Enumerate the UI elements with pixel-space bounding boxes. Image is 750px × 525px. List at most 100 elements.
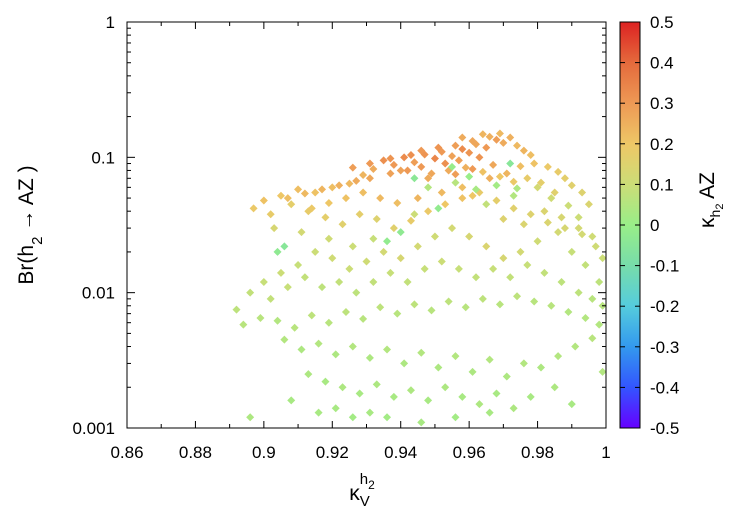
data-point <box>283 194 292 203</box>
data-point <box>482 242 491 251</box>
data-point <box>379 156 388 165</box>
data-point <box>276 268 285 277</box>
data-point <box>574 213 583 222</box>
data-point <box>465 232 474 241</box>
data-point <box>321 213 330 222</box>
data-point <box>376 303 385 312</box>
data-point <box>307 204 316 213</box>
data-point <box>458 145 467 154</box>
data-point <box>413 194 422 203</box>
colorbar-tick-label: -0.5 <box>650 419 679 438</box>
data-point <box>338 383 347 392</box>
data-point <box>454 156 463 165</box>
data-point <box>567 247 576 256</box>
data-point <box>400 359 409 368</box>
data-point <box>533 183 542 192</box>
data-point <box>410 174 419 183</box>
data-point <box>396 254 405 263</box>
data-point <box>437 257 446 266</box>
data-point <box>417 146 426 155</box>
data-point <box>482 200 491 209</box>
data-point <box>386 154 395 163</box>
data-point <box>383 413 392 422</box>
data-point <box>441 200 450 209</box>
data-point <box>427 169 436 178</box>
data-point <box>448 152 457 161</box>
data-point <box>314 408 323 417</box>
data-point <box>519 359 528 368</box>
data-point <box>266 294 275 303</box>
data-point <box>441 383 450 392</box>
data-point <box>266 210 275 219</box>
data-point <box>478 294 487 303</box>
data-point <box>471 185 480 194</box>
data-point <box>314 339 323 348</box>
data-point <box>341 194 350 203</box>
data-point <box>365 174 374 183</box>
data-point <box>328 183 337 192</box>
data-point <box>598 367 606 376</box>
data-point <box>502 372 511 381</box>
data-point <box>434 143 443 152</box>
data-point <box>318 283 327 292</box>
data-point <box>246 288 255 297</box>
data-point <box>536 363 545 372</box>
data-point <box>352 176 361 185</box>
data-point <box>430 154 439 163</box>
x-tick-label: 0.9 <box>252 443 276 462</box>
colorbar-axis: 0.5 0.4 0.3 0.2 0.1 0 -0.1 -0.2 -0.3 -0.4 -0.5 <box>620 13 679 438</box>
data-point <box>530 297 539 306</box>
data-point <box>355 389 364 398</box>
data-point <box>461 163 470 172</box>
data-point <box>372 380 381 389</box>
x-tick-label: 0.86 <box>110 443 143 462</box>
data-point <box>297 228 306 237</box>
data-point <box>280 335 289 344</box>
data-point <box>406 216 415 225</box>
data-point <box>482 143 491 152</box>
data-point <box>297 345 306 354</box>
data-point <box>270 224 279 233</box>
data-point <box>554 352 563 361</box>
data-point <box>417 348 426 357</box>
data-point <box>526 151 535 160</box>
data-point <box>475 400 484 409</box>
data-point <box>389 224 398 233</box>
data-point <box>598 254 606 263</box>
data-point <box>259 277 268 286</box>
data-point <box>410 300 419 309</box>
data-point <box>328 254 337 263</box>
data-point <box>591 242 600 251</box>
data-point <box>550 188 559 197</box>
data-point <box>461 303 470 312</box>
data-point <box>588 294 597 303</box>
data-point <box>588 334 597 343</box>
data-point <box>259 196 268 205</box>
colorbar-tick-label: -0.4 <box>650 378 679 397</box>
data-point <box>359 171 368 180</box>
data-point <box>564 307 573 316</box>
data-point <box>451 170 460 179</box>
data-point <box>417 162 426 171</box>
data-point <box>434 363 443 372</box>
data-point <box>509 177 518 186</box>
data-point <box>300 189 309 198</box>
data-point <box>246 413 255 422</box>
data-point <box>595 277 604 286</box>
data-point <box>485 408 494 417</box>
y-tick-label: 0.1 <box>91 148 115 167</box>
data-point <box>424 207 433 216</box>
data-point <box>403 277 412 286</box>
data-point <box>362 257 371 266</box>
x-tick-label: 0.88 <box>179 443 212 462</box>
data-point <box>369 277 378 286</box>
data-point <box>403 166 412 175</box>
x-tick-label: 0.98 <box>521 443 554 462</box>
data-point <box>396 228 405 237</box>
data-point <box>485 355 494 364</box>
data-point <box>396 166 405 175</box>
data-point <box>547 301 556 310</box>
data-point <box>232 305 241 314</box>
data-point <box>383 237 392 246</box>
data-point <box>424 183 433 192</box>
